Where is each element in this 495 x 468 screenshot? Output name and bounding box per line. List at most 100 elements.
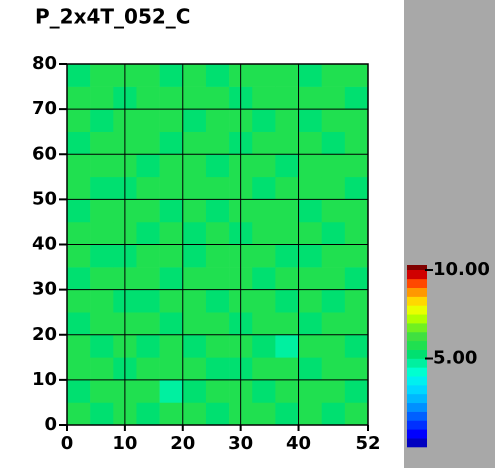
colorbar-tick-label: 10.00 [433, 259, 490, 280]
heat-cell [344, 334, 369, 358]
heat-cell [344, 131, 369, 155]
heat-cell [275, 109, 299, 132]
heat-cell [321, 86, 346, 110]
x-tick-label: 0 [61, 433, 74, 454]
y-tick-label: 60 [32, 143, 57, 164]
heat-cell [67, 357, 91, 381]
heat-cell [136, 176, 160, 200]
heat-cell [182, 199, 207, 223]
colorbar-tick-label: 5.00 [433, 348, 477, 369]
heat-cell [205, 221, 230, 245]
heat-cell [67, 64, 91, 87]
heat-cell [298, 176, 322, 200]
heat-cell [67, 312, 91, 336]
heat-cell [159, 176, 184, 200]
heat-cell [159, 357, 184, 381]
heat-cell [205, 267, 230, 290]
heat-cell [298, 402, 322, 426]
heat-cell [159, 221, 184, 245]
heat-cell [205, 334, 230, 358]
chart-title: P_2x4T_052_C [35, 5, 190, 29]
colorbar-band [407, 367, 427, 377]
colorbar-band [407, 314, 427, 324]
heat-cell [298, 109, 322, 132]
heat-cell [90, 176, 114, 200]
heat-cell [344, 244, 369, 268]
heat-cell [90, 154, 114, 178]
heat-cell [136, 312, 160, 336]
heat-cell [298, 267, 322, 290]
heat-cell [90, 109, 114, 132]
colorbar-band [407, 438, 427, 448]
heat-cell [159, 154, 184, 178]
heat-cell [182, 154, 207, 178]
heat-cell [90, 244, 114, 268]
colorbar-band [407, 331, 427, 342]
heat-cell [67, 267, 91, 290]
heat-cell [344, 109, 369, 132]
heat-cell [90, 86, 114, 110]
colorbar-band [407, 420, 427, 430]
heat-cell [182, 109, 207, 132]
heat-cell [159, 334, 184, 358]
heat-cell [205, 289, 230, 313]
y-tick-label: 30 [32, 279, 57, 300]
heat-cell [298, 154, 322, 178]
heat-cell [90, 267, 114, 290]
y-tick-label: 50 [32, 188, 57, 209]
heat-cell [67, 86, 91, 110]
heat-cell [67, 289, 91, 313]
heat-cell [321, 379, 346, 403]
heat-cell [205, 379, 230, 403]
heat-cell [344, 312, 369, 336]
heat-cell [182, 244, 207, 268]
heat-cell [275, 221, 299, 245]
heat-cell [321, 176, 346, 200]
heat-cell [298, 64, 322, 87]
heat-cell [252, 131, 276, 155]
heat-cell [136, 109, 160, 132]
heat-cell [275, 131, 299, 155]
heat-cell [298, 379, 322, 403]
y-tick-label: 0 [44, 414, 57, 435]
heat-cell [205, 154, 230, 178]
heat-cell [136, 131, 160, 155]
heat-cell [275, 312, 299, 336]
heat-cell [275, 379, 299, 403]
heat-cell [252, 334, 276, 358]
heat-cell [252, 154, 276, 178]
heat-cell [67, 244, 91, 268]
heat-cell [90, 379, 114, 403]
heat-cell [344, 357, 369, 381]
heat-cell [159, 109, 184, 132]
y-tick-label: 80 [32, 53, 57, 74]
heat-cell [136, 86, 160, 110]
heat-cell [182, 289, 207, 313]
heat-cell [275, 334, 299, 358]
y-tick-label: 20 [32, 324, 57, 345]
heat-cell [205, 402, 230, 426]
colorbar-band [407, 270, 427, 280]
heat-cell [90, 131, 114, 155]
heat-cell [205, 357, 230, 381]
x-tick-label: 20 [170, 433, 195, 454]
heat-cell [252, 402, 276, 426]
heat-cell [90, 334, 114, 358]
heat-cell [344, 221, 369, 245]
heat-cell [182, 267, 207, 290]
heat-cell [321, 244, 346, 268]
heat-cell [252, 109, 276, 132]
heat-cell [90, 312, 114, 336]
heat-cell [321, 64, 346, 87]
heat-cell [252, 64, 276, 87]
x-tick-label: 40 [286, 433, 311, 454]
heat-cell [136, 221, 160, 245]
colorbar-band [407, 278, 427, 288]
colorbar-band [407, 358, 427, 368]
heat-cell [159, 289, 184, 313]
heat-cell [182, 334, 207, 358]
heat-cell [205, 131, 230, 155]
heat-cell [159, 64, 184, 87]
colorbar-band [407, 305, 427, 315]
